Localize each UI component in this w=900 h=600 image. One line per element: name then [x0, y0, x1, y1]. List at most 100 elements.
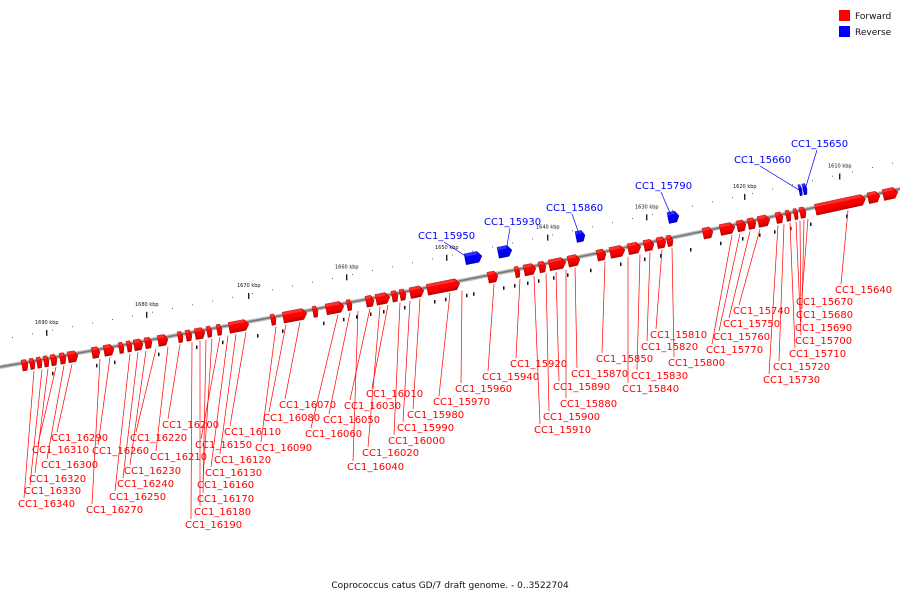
forward-gene-block [390, 290, 399, 303]
forward-gene-label[interactable]: CC1_15830 [631, 371, 688, 382]
gene-leader-line [789, 222, 796, 349]
forward-gene-label[interactable]: CC1_16130 [205, 468, 262, 479]
reverse-gene-label[interactable]: CC1_15790 [635, 181, 692, 192]
gene-leader-line [711, 235, 733, 345]
reverse-gene-label[interactable]: CC1_15860 [546, 203, 603, 214]
gene-marker [527, 281, 529, 285]
forward-gene-block [608, 245, 626, 259]
forward-gene-label[interactable]: CC1_16300 [41, 460, 98, 471]
forward-gene-block [814, 194, 866, 216]
forward-gene-label[interactable]: CC1_15910 [534, 425, 591, 436]
forward-gene-label[interactable]: CC1_15720 [773, 362, 830, 373]
forward-gene-label[interactable]: CC1_15850 [596, 354, 653, 365]
forward-gene-label[interactable]: CC1_15960 [455, 384, 512, 395]
reverse-gene-block [666, 210, 680, 224]
reverse-gene-label[interactable]: CC1_15930 [484, 217, 541, 228]
forward-gene-label[interactable]: CC1_16230 [124, 466, 181, 477]
forward-gene-label[interactable]: CC1_15990 [397, 423, 454, 434]
ruler-dot [552, 234, 553, 236]
gene-leader-line [738, 229, 761, 306]
forward-gene-label[interactable]: CC1_15680 [796, 310, 853, 321]
forward-gene-label[interactable]: CC1_16220 [130, 433, 187, 444]
forward-gene-label[interactable]: CC1_15900 [543, 412, 600, 423]
forward-gene-block [513, 266, 521, 279]
forward-gene-label[interactable]: CC1_15970 [433, 397, 490, 408]
forward-gene-label[interactable]: CC1_16270 [86, 505, 143, 516]
forward-gene-label[interactable]: CC1_16110 [224, 427, 281, 438]
forward-gene-label[interactable]: CC1_16050 [323, 415, 380, 426]
gene-leader-line [371, 304, 389, 389]
forward-gene-label[interactable]: CC1_15890 [553, 382, 610, 393]
reverse-gene-label[interactable]: CC1_15650 [791, 139, 848, 150]
forward-gene-block [595, 248, 607, 262]
forward-gene-label[interactable]: CC1_15810 [650, 330, 707, 341]
gene-leader-line [167, 344, 181, 420]
gene-leader-line [135, 348, 157, 433]
forward-gene-label[interactable]: CC1_15880 [560, 399, 617, 410]
forward-gene-label[interactable]: CC1_15730 [763, 375, 820, 386]
ruler-dot [372, 270, 373, 272]
forward-gene-label[interactable]: CC1_16190 [185, 520, 242, 531]
ruler-dot [432, 258, 433, 260]
forward-gene-label[interactable]: CC1_16290 [51, 433, 108, 444]
forward-gene-label[interactable]: CC1_15940 [482, 372, 539, 383]
gene-leader-line [122, 352, 139, 479]
forward-gene-label[interactable]: CC1_16170 [197, 494, 254, 505]
gene-leader-line [574, 267, 578, 369]
forward-gene-label[interactable]: CC1_15980 [407, 410, 464, 421]
tick-mark [346, 274, 348, 281]
forward-gene-label[interactable]: CC1_16240 [117, 479, 174, 490]
forward-gene-label[interactable]: CC1_16210 [150, 452, 207, 463]
tick-label: 1660 kbp [335, 264, 359, 270]
forward-gene-label[interactable]: CC1_15740 [733, 306, 790, 317]
forward-gene-label[interactable]: CC1_16260 [92, 446, 149, 457]
forward-gene-label[interactable]: CC1_16010 [366, 389, 423, 400]
reverse-gene-label[interactable]: CC1_15660 [734, 155, 791, 166]
forward-gene-label[interactable]: CC1_16040 [347, 462, 404, 473]
ruler-dot [732, 197, 733, 199]
gene-marker [445, 297, 447, 302]
forward-gene-label[interactable]: CC1_15640 [835, 285, 892, 296]
forward-gene-label[interactable]: CC1_15710 [789, 349, 846, 360]
tick-label: 1610 kbp [828, 164, 852, 170]
gene-leader-line [310, 314, 339, 429]
gene-marker [567, 273, 569, 277]
forward-gene-block [701, 226, 714, 240]
forward-gene-label[interactable]: CC1_16090 [255, 443, 312, 454]
forward-gene-label[interactable]: CC1_15760 [713, 332, 770, 343]
forward-gene-label[interactable]: CC1_15870 [571, 369, 628, 380]
forward-gene-label[interactable]: CC1_16330 [24, 486, 81, 497]
forward-gene-label[interactable]: CC1_16200 [162, 420, 219, 431]
forward-gene-label[interactable]: CC1_16340 [18, 499, 75, 510]
forward-gene-label[interactable]: CC1_16320 [29, 474, 86, 485]
gene-leader-line [56, 364, 73, 433]
forward-gene-label[interactable]: CC1_16120 [214, 455, 271, 466]
forward-gene-block [374, 292, 391, 306]
forward-gene-label[interactable]: CC1_16060 [305, 429, 362, 440]
reverse-gene-label[interactable]: CC1_15950 [418, 231, 475, 242]
forward-gene-label[interactable]: CC1_15690 [795, 323, 852, 334]
forward-gene-block [566, 254, 581, 268]
forward-gene-label[interactable]: CC1_16180 [194, 507, 251, 518]
gene-marker [810, 222, 812, 226]
forward-gene-label[interactable]: CC1_16250 [109, 492, 166, 503]
ruler-dot [92, 322, 93, 324]
forward-gene-label[interactable]: CC1_15770 [706, 345, 763, 356]
forward-gene-label[interactable]: CC1_16000 [388, 436, 445, 447]
forward-gene-label[interactable]: CC1_16070 [279, 400, 336, 411]
forward-gene-label[interactable]: CC1_16160 [197, 480, 254, 491]
forward-gene-label[interactable]: CC1_16020 [362, 448, 419, 459]
forward-gene-label[interactable]: CC1_16150 [195, 440, 252, 451]
forward-gene-label[interactable]: CC1_15820 [641, 342, 698, 353]
forward-gene-label[interactable]: CC1_16310 [32, 445, 89, 456]
forward-gene-label[interactable]: CC1_15800 [668, 358, 725, 369]
forward-gene-label[interactable]: CC1_16030 [344, 401, 401, 412]
forward-gene-label[interactable]: CC1_15920 [510, 359, 567, 370]
forward-gene-label[interactable]: CC1_15840 [622, 384, 679, 395]
forward-gene-label[interactable]: CC1_15700 [795, 336, 852, 347]
gene-leader-line [443, 241, 471, 260]
forward-gene-label[interactable]: CC1_15750 [723, 319, 780, 330]
forward-gene-label[interactable]: CC1_16080 [263, 413, 320, 424]
gene-marker [503, 286, 505, 290]
forward-gene-label[interactable]: CC1_15670 [796, 297, 853, 308]
